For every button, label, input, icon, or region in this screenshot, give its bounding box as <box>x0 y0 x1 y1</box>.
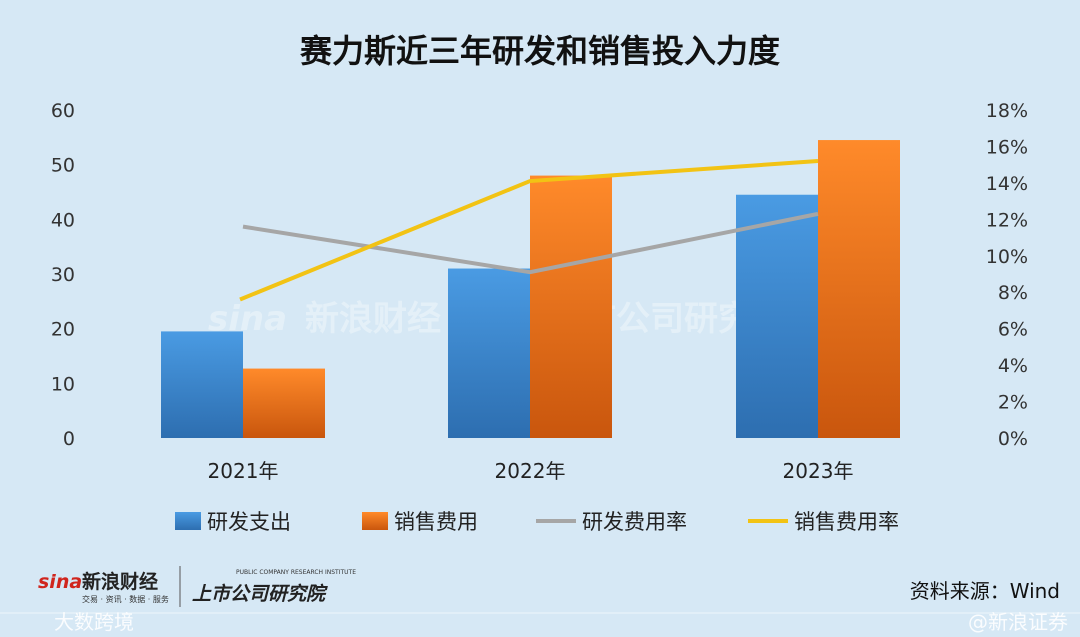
source-note: 资料来源：Wind <box>910 579 1060 603</box>
y-right-tick-label: 4% <box>998 355 1028 377</box>
institute-logo: 上市公司研究院 <box>192 583 328 605</box>
y-right-tick-label: 2% <box>998 392 1028 414</box>
brand-logos: sina 新浪财经 交易 · 资讯 · 数据 · 服务 PUBLIC COMPA… <box>38 566 356 607</box>
sina-logo: sina <box>38 571 82 593</box>
bar-sales-expense <box>530 175 612 438</box>
legend: 研发支出 销售费用 研发费用率 销售费用率 <box>175 510 899 534</box>
legend-label: 研发支出 <box>207 510 291 534</box>
legend-label: 研发费用率 <box>582 510 687 534</box>
chart-title: 赛力斯近三年研发和销售投入力度 <box>300 32 780 70</box>
y-axis-right: 18% 16% 14% 12% 10% 8% 6% 4% 2% 0% <box>986 100 1028 450</box>
y-left-tick-label: 30 <box>51 264 75 286</box>
y-right-tick-label: 8% <box>998 282 1028 304</box>
bar-rd-expense <box>161 331 243 438</box>
y-left-tick-label: 40 <box>51 209 75 231</box>
bar-series <box>161 140 900 439</box>
bar-rd-expense <box>736 194 818 438</box>
y-left-tick-label: 0 <box>63 428 75 450</box>
bar-sales-expense <box>818 140 900 439</box>
sina-finance-logo: 新浪财经 <box>82 570 158 593</box>
line-rd-rate <box>242 211 819 275</box>
watermark-finance: 新浪财经 <box>305 299 441 339</box>
y-axis-left: 60 50 40 30 20 10 0 <box>51 100 75 450</box>
institute-en-logo: PUBLIC COMPANY RESEARCH INSTITUTE <box>236 569 356 576</box>
footer-right-watermark: @新浪证券 <box>968 610 1068 634</box>
y-right-tick-label: 14% <box>986 173 1028 195</box>
y-right-tick-label: 0% <box>998 428 1028 450</box>
x-axis-categories: 2021年 2022年 2023年 <box>208 459 854 483</box>
bar-sales-expense <box>243 368 325 438</box>
y-right-tick-label: 12% <box>986 209 1028 231</box>
y-right-tick-label: 6% <box>998 319 1028 341</box>
legend-label: 销售费用 <box>394 510 478 534</box>
y-left-tick-label: 10 <box>51 373 75 395</box>
y-left-tick-label: 60 <box>51 100 75 122</box>
x-category-label: 2022年 <box>495 459 566 483</box>
y-right-tick-label: 18% <box>986 100 1028 122</box>
footer-left-watermark: 大数跨境 <box>54 610 134 634</box>
line-series <box>239 159 819 302</box>
x-category-label: 2023年 <box>783 459 854 483</box>
y-left-tick-label: 20 <box>51 319 75 341</box>
y-left-tick-label: 50 <box>51 155 75 177</box>
legend-swatch <box>362 512 388 530</box>
y-right-tick-label: 10% <box>986 246 1028 268</box>
sina-finance-tagline: 交易 · 资讯 · 数据 · 服务 <box>82 594 169 604</box>
y-right-tick-label: 16% <box>986 136 1028 158</box>
x-category-label: 2021年 <box>208 459 279 483</box>
line-sales-rate <box>239 159 819 302</box>
legend-swatch <box>175 512 201 530</box>
bar-rd-expense <box>448 268 530 438</box>
legend-label: 销售费用率 <box>794 510 899 534</box>
